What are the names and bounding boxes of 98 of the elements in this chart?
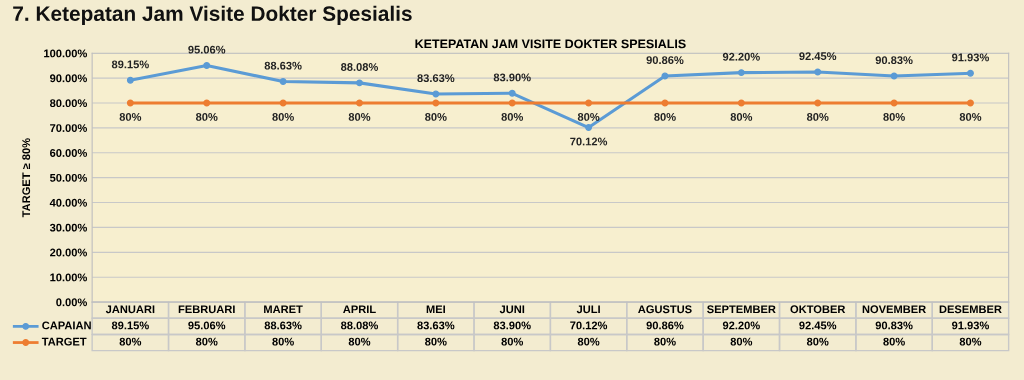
text: 80%	[501, 113, 524, 121]
x-tick-label: MARET	[264, 305, 303, 314]
text: 88.08%	[340, 63, 379, 71]
data-label: 95.06%	[188, 321, 226, 330]
y-tick-label: 60.00%	[50, 149, 88, 157]
text: 80%	[959, 113, 982, 121]
y-tick-label: 20.00%	[50, 248, 88, 257]
data-label: 88.08%	[340, 321, 379, 330]
text: 80%	[195, 113, 218, 121]
y-axis-title: TARGET ≥ 80%	[22, 138, 31, 218]
text: 83.63%	[417, 74, 455, 83]
text: 80%	[883, 113, 905, 121]
chart-title: 7. Ketepatan Jam Visite Dokter Spesialis	[13, 5, 412, 26]
x-tick-label: APRIL	[343, 305, 376, 314]
data-label: 83.90%	[493, 321, 531, 330]
chart-subtitle: KETEPATAN JAM VISITE DOKTER SPESIALIS	[415, 39, 686, 49]
data-label: 80%	[195, 337, 218, 346]
x-tick-label: NOVEMBER	[862, 305, 926, 314]
data-label: 80%	[730, 337, 753, 346]
text: 80%	[425, 113, 447, 121]
data-label: 80%	[272, 337, 294, 346]
y-tick-label: 90.00%	[50, 74, 88, 83]
text: 90.86%	[646, 56, 684, 65]
x-tick-label: SEPTEMBER	[707, 305, 776, 314]
point	[737, 69, 745, 77]
data-label: 80%	[119, 337, 142, 346]
point	[508, 89, 516, 97]
data-label: 90.83%	[875, 321, 913, 330]
point	[279, 99, 287, 107]
data-label: 88.63%	[264, 321, 302, 330]
point	[966, 99, 974, 107]
y-tick-label: 40.00%	[49, 198, 88, 207]
point	[585, 99, 593, 107]
y-tick-label: 100.00%	[44, 49, 88, 58]
text: 95.06%	[188, 45, 226, 54]
text: 80%	[348, 113, 371, 121]
data-label: 80%	[806, 337, 829, 346]
data-label: 92.20%	[722, 321, 760, 330]
y-tick-label: 80.00%	[49, 99, 88, 108]
x-tick-label: JANUARI	[105, 305, 155, 314]
point	[432, 99, 440, 107]
point	[126, 76, 134, 84]
text: 91.93%	[952, 53, 989, 62]
data-label: 91.93%	[952, 321, 989, 330]
data-label: 80%	[501, 337, 524, 346]
x-tick-label: DESEMBER	[939, 305, 1002, 314]
data-label: 80%	[577, 337, 600, 346]
data-label: 89.15%	[111, 321, 149, 330]
point	[814, 68, 822, 76]
point	[203, 62, 211, 69]
text: 88.63%	[264, 61, 302, 70]
y-tick-label: 50.00%	[49, 173, 88, 182]
point	[355, 99, 363, 107]
y-tick-label: 0.00%	[56, 298, 88, 307]
x-tick-label: AGUSTUS	[638, 305, 692, 314]
point	[126, 99, 134, 107]
data-label: 80%	[348, 337, 371, 346]
y-tick-label: 70.00%	[50, 124, 88, 133]
point	[585, 124, 593, 132]
text: 80%	[654, 113, 676, 121]
data-label: 80%	[654, 337, 676, 346]
x-tick-label: FEBRUARI	[178, 305, 235, 314]
text: 92.45%	[799, 52, 837, 61]
point	[890, 99, 898, 107]
data-label: 90.86%	[646, 321, 684, 330]
y-tick-label: 30.00%	[49, 223, 88, 232]
text: 89.15%	[111, 60, 149, 69]
text: 80%	[577, 113, 600, 121]
data-label: 80%	[425, 337, 447, 346]
data-label: 92.45%	[799, 321, 837, 330]
data-label: 80%	[959, 337, 982, 346]
text: 90.83%	[875, 56, 913, 65]
point	[737, 99, 745, 107]
point	[279, 78, 287, 85]
point	[508, 99, 516, 107]
text: 80%	[119, 113, 142, 121]
text: 80%	[730, 113, 753, 121]
point	[814, 99, 822, 107]
text: 70.12%	[570, 137, 608, 146]
x-tick-label: JULI	[576, 305, 600, 314]
text: 80%	[806, 113, 829, 121]
text: 83.90%	[493, 73, 531, 82]
point	[432, 90, 440, 98]
data-label: 70.12%	[570, 321, 608, 330]
x-tick-label: MEI	[426, 305, 445, 314]
x-tick-label: JUNI	[499, 305, 525, 314]
data-label: 83.63%	[417, 321, 455, 330]
text: 92.20%	[722, 52, 760, 61]
legend-label: CAPAIAN	[42, 321, 91, 330]
data-label: 80%	[883, 337, 905, 346]
point	[661, 72, 669, 80]
y-tick-label: 10.00%	[50, 273, 88, 282]
x-tick-label: OKTOBER	[790, 305, 846, 314]
text: 80%	[272, 113, 294, 121]
legend-label: TARGET	[41, 337, 87, 346]
point	[966, 69, 974, 77]
point	[355, 79, 363, 87]
point	[203, 99, 211, 107]
